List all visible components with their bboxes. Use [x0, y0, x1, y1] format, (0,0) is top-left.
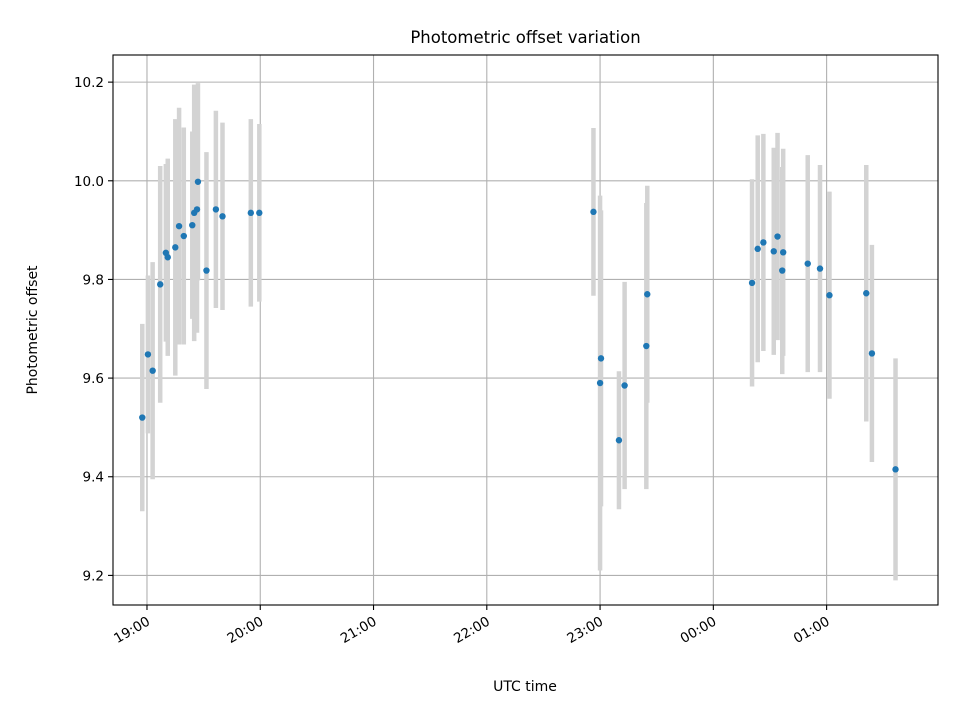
data-point	[156, 281, 164, 288]
data-point	[863, 290, 870, 297]
data-point	[892, 466, 899, 473]
data-point	[180, 232, 187, 240]
data-point	[193, 206, 201, 213]
data-point	[590, 208, 597, 216]
data-point	[189, 221, 196, 229]
data-point	[774, 233, 781, 240]
data-point	[212, 206, 220, 213]
data-point	[779, 249, 787, 256]
y-axis-label: Photometric offset	[25, 265, 41, 395]
data-points	[139, 178, 899, 473]
data-point	[816, 265, 824, 272]
data-point	[643, 342, 650, 350]
plot-frame	[112, 54, 939, 606]
data-point	[644, 291, 651, 298]
data-point	[149, 367, 156, 374]
data-point	[621, 382, 628, 389]
data-point	[172, 244, 179, 251]
data-point	[596, 379, 604, 387]
y-tick-label: 9.6	[83, 371, 104, 387]
data-point	[597, 355, 605, 362]
data-point	[256, 209, 263, 217]
data-point	[779, 267, 786, 274]
data-point	[247, 209, 255, 217]
data-point	[164, 254, 171, 261]
y-tick-label: 9.8	[83, 272, 104, 288]
y-tick-label: 10.0	[74, 174, 104, 190]
data-point	[615, 437, 623, 444]
data-point	[203, 267, 210, 274]
data-point	[219, 213, 226, 220]
grid	[113, 55, 938, 605]
chart-title: Photometric offset variation	[410, 28, 640, 47]
y-tick-label: 9.4	[83, 470, 104, 486]
data-point	[194, 178, 202, 185]
y-tick-label: 9.2	[83, 568, 104, 584]
data-point	[826, 292, 833, 299]
data-point	[175, 222, 183, 230]
data-point	[144, 351, 152, 358]
data-point	[754, 245, 761, 253]
data-point	[748, 279, 756, 287]
x-axis-label: UTC time	[493, 679, 557, 695]
data-point	[139, 414, 146, 421]
data-point	[868, 350, 876, 357]
data-point	[770, 248, 777, 255]
y-tick-label: 10.2	[74, 75, 104, 91]
data-point	[804, 260, 811, 267]
data-point	[760, 239, 767, 246]
